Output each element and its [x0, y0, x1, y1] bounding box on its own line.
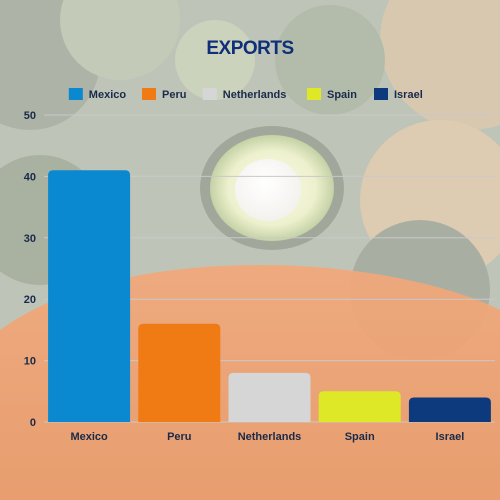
x-tick-label: Peru [167, 431, 191, 443]
x-tick-label: Mexico [70, 431, 108, 443]
y-axis: 0 10 20 30 40 50 [24, 110, 36, 429]
y-tick-label: 20 [24, 294, 36, 306]
legend-label: Peru [162, 89, 186, 101]
legend-swatch [142, 88, 156, 100]
y-tick-label: 10 [24, 356, 36, 368]
legend-swatch [374, 88, 388, 100]
legend: Mexico Peru Netherlands Spain Israel [68, 88, 423, 101]
x-tick-label: Israel [436, 431, 465, 443]
legend-swatch [307, 88, 321, 100]
legend-swatch [202, 88, 217, 100]
bar-peru [138, 323, 221, 422]
legend-swatch [68, 88, 83, 100]
y-tick-label: 30 [24, 233, 36, 245]
legend-label: Spain [327, 89, 357, 101]
legend-label: Netherlands [223, 89, 287, 101]
bars [48, 170, 491, 422]
y-tick-label: 40 [24, 171, 36, 183]
chart-title: EXPORTS [206, 38, 293, 59]
x-tick-label: Spain [345, 431, 375, 443]
bar-spain [318, 391, 401, 422]
y-tick-label: 50 [24, 110, 36, 122]
y-tick-label: 0 [30, 417, 36, 429]
bar-netherlands [228, 372, 311, 422]
bar-israel [408, 397, 491, 422]
bar-mexico [48, 170, 131, 422]
x-axis: Mexico Peru Netherlands Spain Israel [70, 431, 464, 443]
legend-label: Israel [394, 89, 423, 101]
x-tick-label: Netherlands [238, 431, 302, 443]
legend-label: Mexico [89, 89, 127, 101]
